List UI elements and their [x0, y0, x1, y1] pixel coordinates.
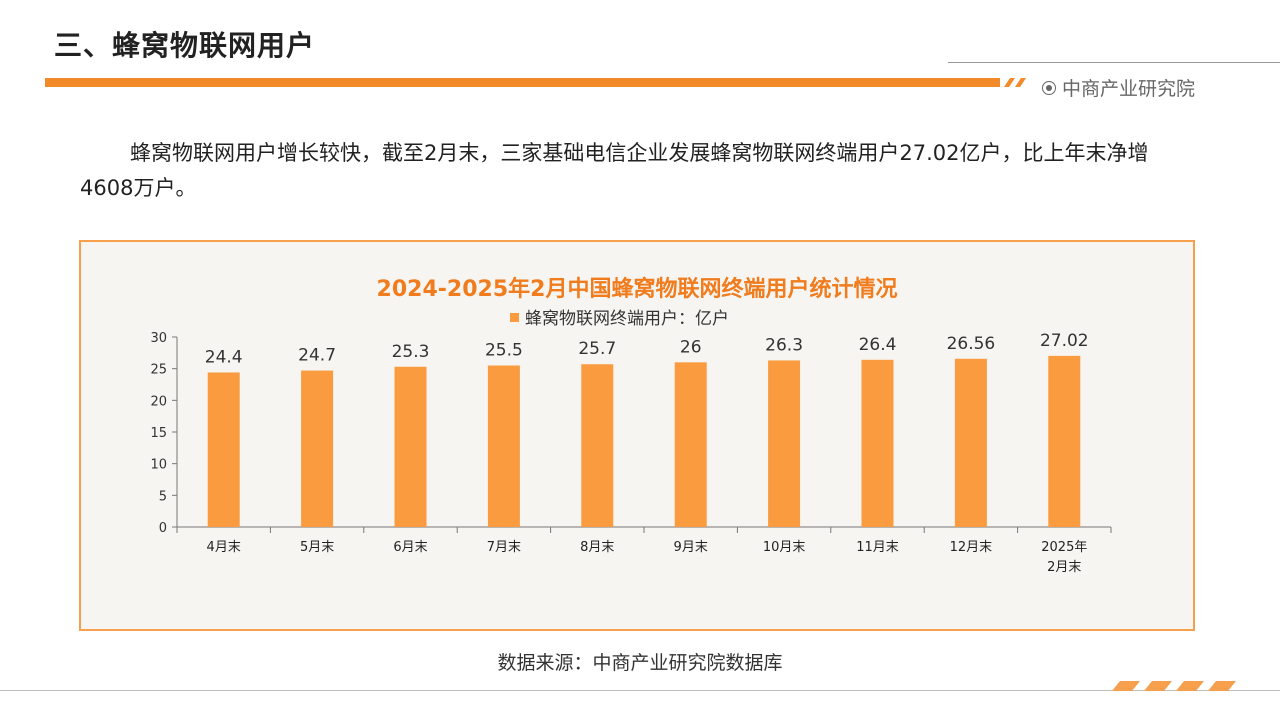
data-label: 25.3: [392, 342, 430, 362]
header-thin-rule: [948, 62, 1280, 63]
data-label: 26.56: [947, 334, 996, 354]
summary-paragraph: 蜂窝物联网用户增长较快，截至2月末，三家基础电信企业发展蜂窝物联网终端用户27.…: [80, 141, 1149, 200]
data-label: 24.7: [298, 346, 336, 366]
brand-name: 中商产业研究院: [1062, 78, 1196, 100]
data-label: 24.4: [205, 347, 243, 367]
legend-label: 蜂窝物联网终端用户：亿户: [525, 309, 729, 329]
plot-area: 0 5 10 15 20 25 30 24.4 4月末 24.7 5月末 25.3 6月末 25.5 7月末…: [150, 331, 1112, 575]
chart-title: 2024-2025年2月中国蜂窝物联网终端用户统计情况: [377, 276, 898, 302]
y-tick-label: 20: [150, 394, 167, 409]
x-tick-label: 2025年 2月末: [1041, 540, 1087, 575]
legend-swatch: [510, 313, 519, 322]
bar: [768, 360, 801, 527]
brand: 中商产业研究院: [1042, 74, 1195, 101]
x-tick-label: 10月末: [763, 540, 806, 555]
bar: [674, 362, 707, 527]
page-title: 三、蜂窝物联网用户: [54, 29, 316, 62]
bar: [1048, 355, 1081, 527]
x-tick-label: 11月末: [856, 540, 899, 555]
y-tick-label: 25: [150, 363, 167, 378]
brand-circle-icon: [1042, 80, 1056, 95]
x-tick-label: 4月末: [207, 540, 241, 555]
y-tick-label: 0: [159, 521, 167, 536]
x-tick-label: 8月末: [580, 540, 614, 555]
header-accent-rule: [45, 78, 1000, 87]
bar: [581, 364, 614, 527]
bar-chart: 2024-2025年2月中国蜂窝物联网终端用户统计情况 蜂窝物联网终端用户：亿户…: [150, 276, 1112, 575]
data-label: 26.3: [765, 335, 803, 355]
x-tick-label: 7月末: [487, 540, 521, 555]
x-tick-label: 6月末: [393, 540, 427, 555]
x-tick-label: 5月末: [300, 540, 334, 555]
y-tick-label: 15: [150, 426, 167, 441]
footer-stripes: [1112, 681, 1236, 691]
data-source: 数据来源：中商产业研究院数据库: [497, 652, 783, 674]
data-label: 27.02: [1040, 331, 1089, 351]
bar: [954, 358, 987, 527]
bar: [207, 372, 240, 527]
footer-rule: [0, 690, 1280, 691]
header-stripes: [1004, 78, 1026, 87]
data-label: 26: [680, 337, 702, 357]
y-tick-label: 10: [150, 458, 167, 473]
data-label: 25.7: [578, 339, 616, 359]
x-tick-label: 12月末: [950, 540, 993, 555]
y-tick-label: 30: [150, 331, 167, 346]
chart-container: 2024-2025年2月中国蜂窝物联网终端用户统计情况 蜂窝物联网终端用户：亿户…: [79, 240, 1195, 631]
bar: [301, 370, 334, 527]
y-tick-label: 5: [159, 489, 167, 504]
data-label: 25.5: [485, 341, 523, 361]
bar: [394, 366, 427, 527]
data-label: 26.4: [859, 335, 897, 355]
bar: [487, 365, 520, 527]
x-tick-label: 9月末: [674, 540, 708, 555]
bar: [861, 359, 894, 527]
